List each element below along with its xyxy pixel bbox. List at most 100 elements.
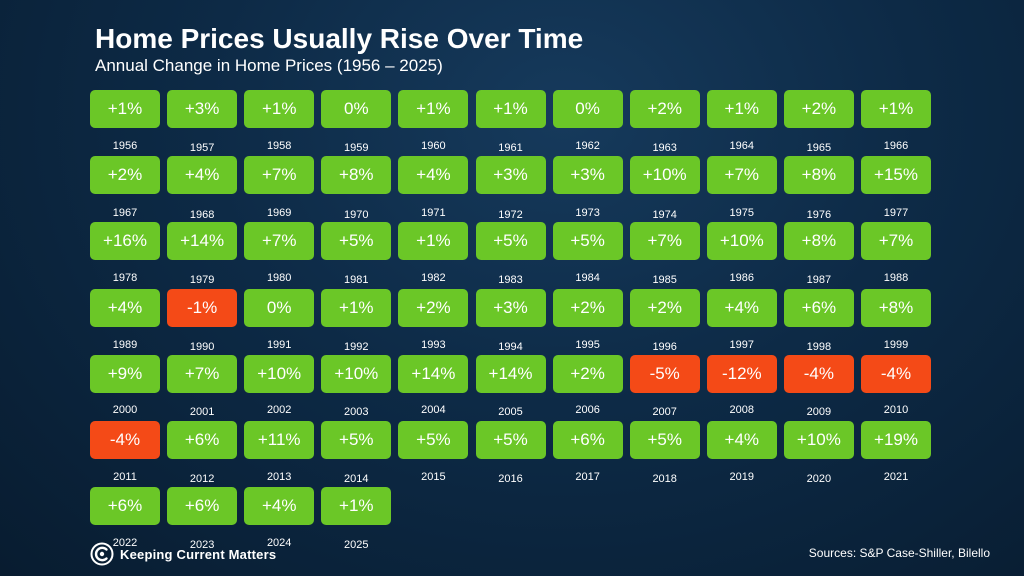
- tile-2019: +4%: [706, 421, 777, 459]
- tile-1977: +15%: [861, 156, 931, 195]
- tile-2020: +10%: [783, 421, 854, 459]
- year-label-2012: 2012: [189, 473, 215, 485]
- tile-1964: +1%: [706, 90, 777, 128]
- year-label-1976: 1976: [806, 209, 832, 221]
- kcm-logo-icon: [90, 542, 114, 566]
- tile-1998: +6%: [783, 288, 854, 327]
- tile-1966: +1%: [861, 90, 931, 128]
- year-label-2003: 2003: [344, 406, 369, 418]
- tile-2001: +7%: [167, 354, 238, 393]
- year-label-1989: 1989: [112, 339, 138, 351]
- tile-1990: -1%: [167, 288, 238, 327]
- tile-1965: +2%: [783, 90, 854, 128]
- tile-1962: 0%: [552, 90, 623, 128]
- tile-1975: +7%: [706, 156, 777, 195]
- tile-1992: +1%: [321, 288, 392, 327]
- year-label-2024: 2024: [266, 537, 292, 549]
- tile-1981: +5%: [321, 222, 392, 261]
- tile-1968: +4%: [167, 156, 238, 195]
- tile-2004: +14%: [398, 354, 469, 393]
- tile-1969: +7%: [244, 156, 315, 195]
- tile-1985: +7%: [629, 222, 700, 261]
- year-label-2004: 2004: [421, 404, 446, 416]
- tile-1957: +3%: [167, 90, 238, 128]
- tile-2007: -5%: [629, 354, 700, 393]
- tile-1972: +3%: [475, 156, 546, 195]
- year-label-1971: 1971: [421, 207, 446, 219]
- tile-2021: +19%: [861, 421, 931, 459]
- year-label-1982: 1982: [421, 272, 446, 284]
- tile-2022: +6%: [90, 487, 160, 526]
- tile-2014: +5%: [321, 421, 392, 459]
- tile-1996: +2%: [629, 288, 700, 327]
- year-label-2017: 2017: [575, 471, 600, 483]
- year-label-1974: 1974: [652, 209, 677, 221]
- year-label-2020: 2020: [806, 473, 832, 485]
- tile-1970: +8%: [321, 156, 392, 195]
- tile-1974: +10%: [629, 156, 700, 195]
- tile-1961: +1%: [475, 90, 546, 128]
- year-label-1998: 1998: [806, 341, 832, 353]
- tile-1984: +5%: [552, 222, 623, 261]
- tile-1982: +1%: [398, 222, 469, 261]
- tile-1989: +4%: [90, 288, 160, 327]
- tile-1999: +8%: [861, 288, 931, 327]
- year-label-1996: 1996: [652, 341, 677, 353]
- kcm-logo: Keeping Current Matters: [90, 541, 276, 567]
- year-label-1957: 1957: [189, 142, 215, 154]
- year-label-1969: 1969: [266, 207, 292, 219]
- tile-1960: +1%: [398, 90, 469, 128]
- year-label-2019: 2019: [729, 471, 755, 483]
- chart-title: Home Prices Usually Rise Over Time: [95, 23, 584, 54]
- year-label-1994: 1994: [498, 341, 523, 353]
- year-label-1993: 1993: [421, 339, 446, 351]
- year-label-2005: 2005: [498, 406, 523, 418]
- year-label-2010: 2010: [883, 404, 909, 416]
- tile-1988: +7%: [861, 222, 931, 261]
- year-label-1983: 1983: [498, 274, 523, 286]
- tile-2011: -4%: [90, 421, 160, 459]
- year-label-1963: 1963: [652, 142, 677, 154]
- tile-2017: +6%: [552, 421, 623, 459]
- year-label-2002: 2002: [266, 404, 292, 416]
- year-label-2016: 2016: [498, 473, 523, 485]
- tile-1976: +8%: [783, 156, 854, 195]
- tile-1987: +8%: [783, 222, 854, 261]
- tile-2024: +4%: [244, 487, 315, 526]
- year-label-1958: 1958: [266, 140, 292, 152]
- year-label-1987: 1987: [806, 274, 832, 286]
- year-label-1995: 1995: [575, 339, 600, 351]
- tile-2012: +6%: [167, 421, 238, 459]
- sources-note: Sources: S&P Case-Shiller, Bilello: [808, 546, 990, 560]
- year-label-2008: 2008: [729, 404, 755, 416]
- tile-2009: -4%: [783, 354, 854, 393]
- year-label-1978: 1978: [112, 272, 138, 284]
- tile-1978: +16%: [90, 222, 160, 261]
- year-label-2021: 2021: [883, 471, 909, 483]
- year-label-1984: 1984: [575, 272, 600, 284]
- year-label-2015: 2015: [421, 471, 446, 483]
- year-label-1988: 1988: [883, 272, 909, 284]
- year-label-1975: 1975: [729, 207, 755, 219]
- tile-1995: +2%: [552, 288, 623, 327]
- tile-2006: +2%: [552, 354, 623, 393]
- year-label-2018: 2018: [652, 473, 677, 485]
- tile-2002: +10%: [244, 354, 315, 393]
- year-label-1962: 1962: [575, 140, 600, 152]
- tile-1991: 0%: [244, 288, 315, 327]
- tile-2018: +5%: [629, 421, 700, 459]
- tile-2025: +1%: [321, 487, 392, 526]
- tile-1971: +4%: [398, 156, 469, 195]
- chart-subtitle: Annual Change in Home Prices (1956 – 202…: [95, 56, 443, 75]
- tile-1958: +1%: [244, 90, 315, 128]
- year-label-1981: 1981: [344, 274, 369, 286]
- tile-2008: -12%: [706, 354, 777, 393]
- year-label-2011: 2011: [113, 471, 137, 483]
- tile-1963: +2%: [629, 90, 700, 128]
- year-label-2007: 2007: [652, 406, 677, 418]
- tile-1967: +2%: [90, 156, 160, 195]
- year-label-2022: 2022: [112, 537, 138, 549]
- year-label-1965: 1965: [806, 142, 832, 154]
- tile-1980: +7%: [244, 222, 315, 261]
- tile-1973: +3%: [552, 156, 623, 195]
